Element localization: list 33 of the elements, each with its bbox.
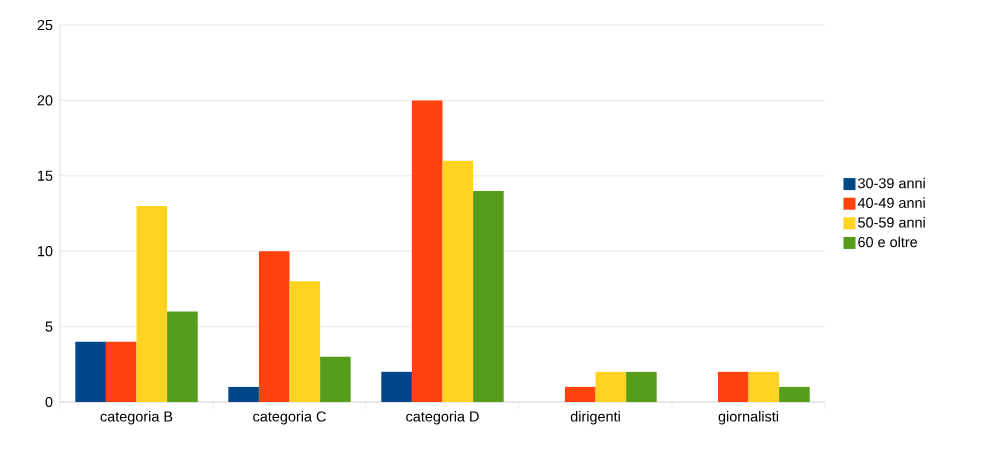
bar: [779, 386, 810, 402]
bar: [167, 311, 198, 402]
legend-label: 60 e oltre: [858, 236, 918, 248]
legend-label: 50-59 anni: [858, 216, 925, 228]
legend-label: 40-49 anni: [857, 197, 925, 208]
y-tick-label: 25: [37, 19, 53, 31]
bar: [717, 371, 749, 402]
bar: [564, 386, 596, 402]
bar: [442, 160, 474, 402]
bar: [258, 251, 290, 402]
bar: [136, 205, 168, 402]
bar: [105, 341, 137, 402]
bar: [381, 371, 412, 402]
y-tick-label: 20: [37, 95, 53, 106]
bar: [748, 371, 780, 402]
x-tick-label: dirigenti: [570, 411, 620, 425]
y-tick-label: 5: [45, 321, 53, 332]
bar: [595, 371, 627, 402]
bar: [473, 190, 504, 402]
x-tick-label: categoria D: [406, 411, 479, 425]
x-tick-label: categoria B: [100, 411, 173, 425]
bar: [626, 371, 657, 402]
x-tick-label: giornalisti: [718, 411, 779, 425]
bar: [289, 281, 321, 402]
x-tick-label: categoria C: [253, 411, 326, 425]
bar: [411, 100, 443, 402]
y-tick-label: 10: [38, 246, 53, 257]
y-tick-label: 15: [38, 170, 53, 181]
legend-label: 30-39 anni: [858, 177, 925, 189]
bar: [75, 341, 106, 402]
bar: [228, 386, 259, 402]
bar: [320, 356, 351, 402]
y-tick-label: 0: [45, 396, 53, 408]
